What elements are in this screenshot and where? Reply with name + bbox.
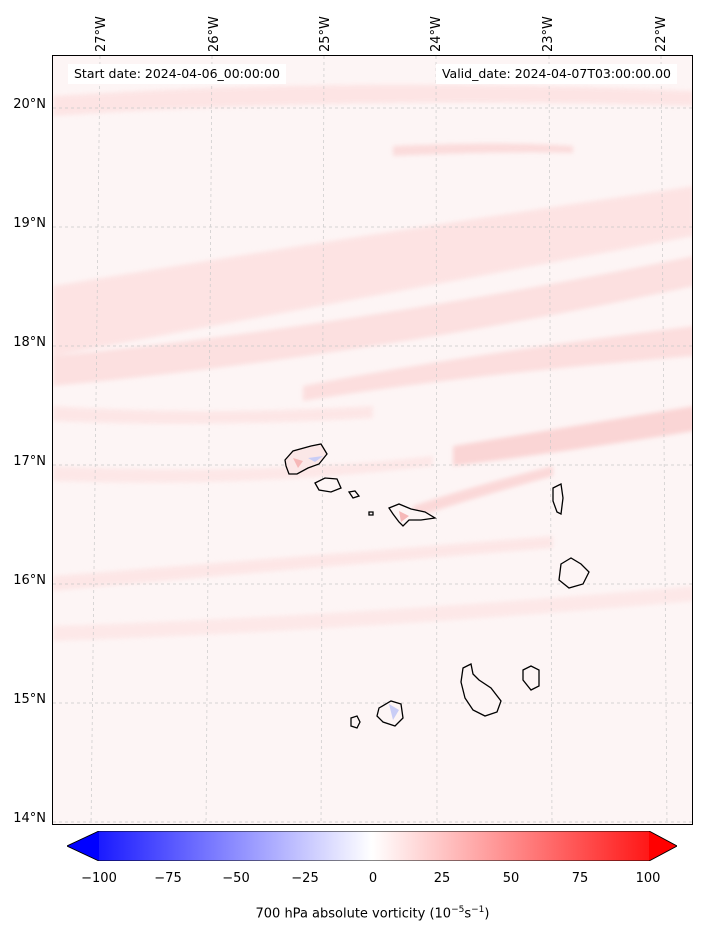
colorbar-tick: 100 bbox=[635, 871, 661, 886]
island-santiago bbox=[460, 663, 502, 717]
lat-label-20n: 20°N bbox=[13, 97, 46, 112]
island-sao-vicente bbox=[314, 477, 342, 493]
colorbar-tick: −75 bbox=[154, 871, 182, 886]
lat-label-17n: 17°N bbox=[13, 454, 46, 469]
vorticity-field bbox=[53, 56, 692, 824]
island-santo-antao bbox=[284, 443, 328, 475]
vorticity-band bbox=[303, 326, 692, 401]
start-date-label: Start date: 2024-04-06_00:00:00 bbox=[68, 64, 286, 84]
colorbar-tick: 0 bbox=[368, 871, 378, 886]
lon-label-22w: 22°W bbox=[654, 16, 669, 52]
island-boa-vista bbox=[558, 557, 590, 589]
lat-label-16n: 16°N bbox=[13, 573, 46, 588]
colorbar-tick: 25 bbox=[433, 871, 451, 886]
graticule bbox=[53, 56, 692, 824]
colorbar-title: 700 hPa absolute vorticity (10−5s−1) bbox=[255, 905, 490, 922]
island-maio bbox=[522, 665, 540, 691]
island-sao-nicolau bbox=[388, 503, 437, 527]
colorbar-tick: −50 bbox=[222, 871, 250, 886]
lon-label-24w: 24°W bbox=[429, 16, 444, 52]
lon-label-25w: 25°W bbox=[318, 16, 333, 52]
valid-date-label: Valid_date: 2024-04-07T03:00:00.00 bbox=[435, 64, 677, 84]
lat-label-14n: 14°N bbox=[13, 811, 46, 826]
vorticity-band bbox=[413, 466, 553, 518]
vorticity-band bbox=[53, 536, 553, 591]
vorticity-band bbox=[53, 84, 692, 116]
vorticity-band bbox=[53, 456, 433, 483]
colorbar-tick: 75 bbox=[571, 871, 589, 886]
vorticity-band bbox=[453, 406, 692, 466]
lat-label-18n: 18°N bbox=[13, 335, 46, 350]
vorticity-band bbox=[53, 586, 692, 641]
lon-label-26w: 26°W bbox=[207, 16, 222, 52]
colorbar-tick: −100 bbox=[81, 871, 117, 886]
lon-label-23w: 23°W bbox=[541, 16, 556, 52]
vorticity-band bbox=[53, 406, 373, 424]
map-panel bbox=[52, 55, 693, 825]
vorticity-band bbox=[53, 186, 692, 356]
lat-label-15n: 15°N bbox=[13, 692, 46, 707]
island-sal bbox=[552, 483, 564, 515]
island-brava bbox=[350, 715, 361, 729]
island-branco bbox=[368, 511, 374, 516]
colorbar-tick: 50 bbox=[502, 871, 520, 886]
colorbar bbox=[67, 831, 677, 861]
lon-label-27w: 27°W bbox=[94, 16, 109, 52]
island-fogo bbox=[376, 700, 404, 727]
island-santa-luzia bbox=[347, 490, 361, 499]
colorbar-tick: −25 bbox=[291, 871, 319, 886]
lat-label-19n: 19°N bbox=[13, 216, 46, 231]
vorticity-band bbox=[393, 143, 573, 156]
vorticity-band bbox=[53, 256, 692, 386]
